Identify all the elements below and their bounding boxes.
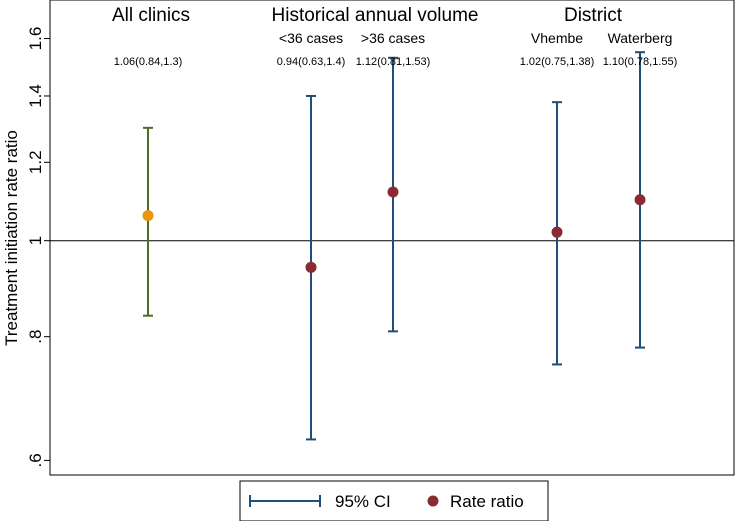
series-group: 1.06(0.84,1.3) 0.94(0.63,1.4) <36 cases 1.1… (114, 30, 678, 441)
subgroup-label: Vhembe (531, 30, 583, 46)
subgroup-label: >36 cases (361, 30, 425, 46)
legend-item-rate-ratio: Rate ratio (427, 492, 524, 511)
plot-frame (49, 0, 735, 476)
estimate-group: 1.12(0.81,1.53) >36 cases (356, 30, 431, 333)
group-header-district: District (564, 5, 623, 26)
subgroup-label: Waterberg (608, 30, 673, 46)
estimate-group: 1.06(0.84,1.3) (114, 56, 183, 317)
y-tick-label: 1.2 (26, 150, 45, 174)
rate-ratio-point (551, 226, 563, 238)
rate-ratio-point (142, 210, 154, 222)
rate-ratio-point (634, 194, 646, 206)
estimate-annotation: 1.02(0.75,1.38) (520, 56, 595, 68)
rate-ratio-point (305, 261, 317, 273)
legend-label-ci: 95% CI (335, 492, 391, 511)
y-tick-label: 1.6 (26, 27, 45, 51)
estimate-annotation: 1.10(0.78,1.55) (603, 56, 678, 68)
legend-item-ci: 95% CI (249, 492, 391, 511)
y-tick-label: 1.4 (26, 84, 45, 108)
estimate-annotation: 1.06(0.84,1.3) (114, 56, 183, 68)
y-tick-label: .6 (26, 453, 45, 467)
estimate-group: 0.94(0.63,1.4) <36 cases (277, 30, 346, 441)
y-tick-label: .8 (26, 330, 45, 344)
legend-marker-rate-ratio (427, 495, 439, 507)
estimate-annotation: 0.94(0.63,1.4) (277, 56, 346, 68)
estimate-group: 1.10(0.78,1.55) Waterberg (603, 30, 678, 349)
group-header-all-clinics: All clinics (112, 5, 190, 26)
estimate-annotation: 1.12(0.81,1.53) (356, 56, 431, 68)
rate-ratio-point (387, 186, 399, 198)
estimate-group: 1.02(0.75,1.38) Vhembe (520, 30, 595, 366)
y-tick-label: 1 (26, 236, 45, 245)
legend-label-rate-ratio: Rate ratio (450, 492, 524, 511)
group-headers: All clinics Historical annual volume Dis… (112, 5, 623, 26)
y-axis: .6 .8 1 1.2 1.4 1.6 (26, 27, 50, 468)
subgroup-label: <36 cases (279, 30, 343, 46)
group-header-historical-volume: Historical annual volume (272, 5, 479, 26)
y-axis-title: Treatment initiation rate ratio (2, 130, 21, 346)
